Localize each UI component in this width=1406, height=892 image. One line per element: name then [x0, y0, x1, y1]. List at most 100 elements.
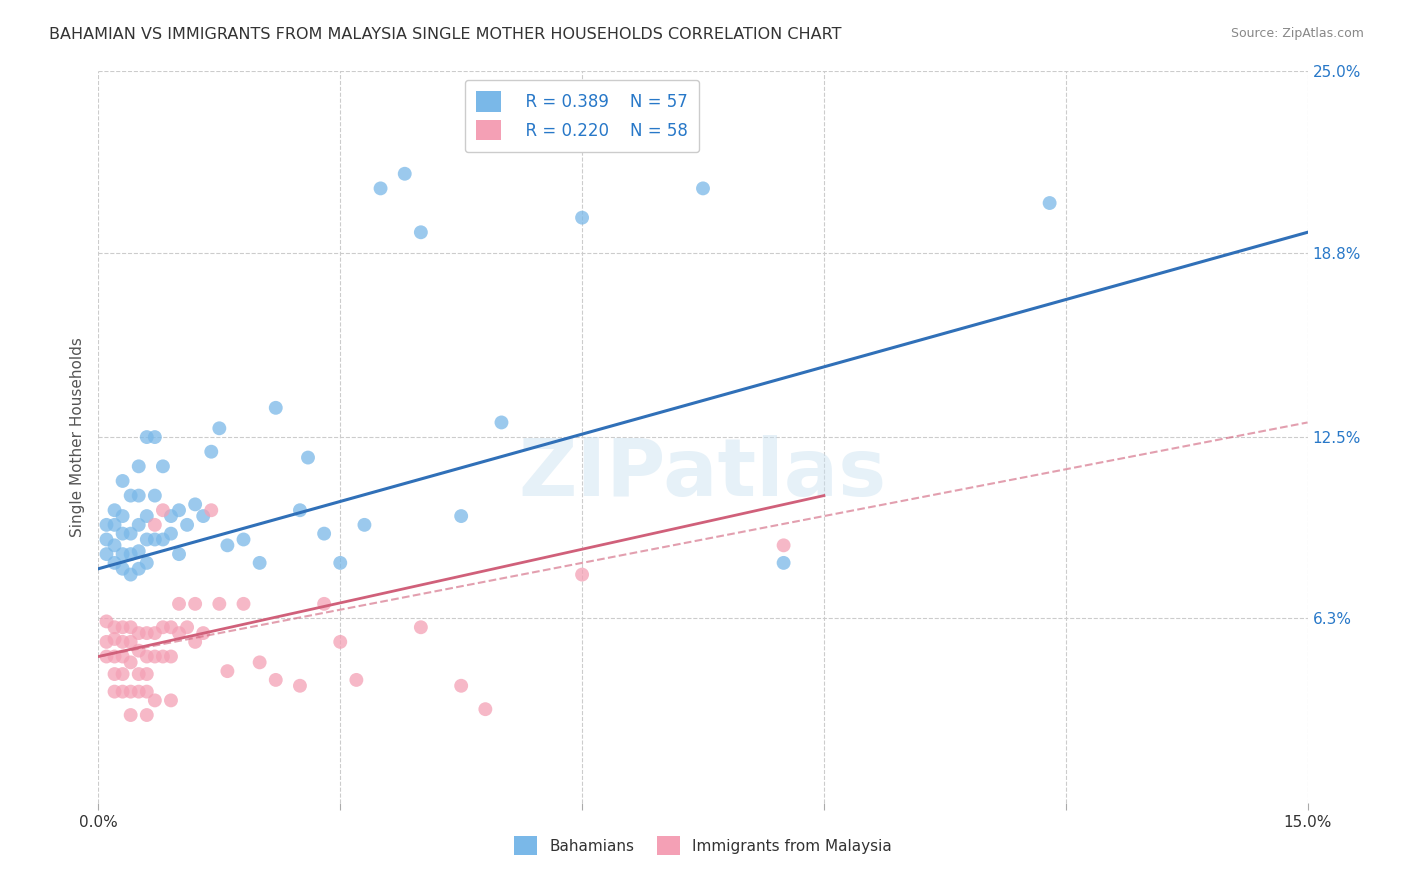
Point: [120, 489, 142, 503]
Point: [249, 656, 271, 670]
Point: [772, 556, 794, 570]
Point: [103, 632, 125, 646]
Point: [96, 547, 118, 561]
Point: [176, 620, 198, 634]
Legend: Bahamians, Immigrants from Malaysia: Bahamians, Immigrants from Malaysia: [508, 830, 898, 861]
Point: [135, 430, 157, 444]
Point: [103, 667, 125, 681]
Point: [128, 489, 150, 503]
Point: [111, 620, 134, 634]
Point: [135, 708, 157, 723]
Point: [143, 693, 166, 707]
Point: [103, 649, 125, 664]
Text: Source: ZipAtlas.com: Source: ZipAtlas.com: [1230, 27, 1364, 40]
Point: [103, 517, 125, 532]
Point: [152, 620, 174, 634]
Point: [135, 626, 157, 640]
Point: [450, 679, 472, 693]
Point: [491, 416, 513, 430]
Point: [200, 444, 222, 458]
Point: [135, 684, 157, 698]
Point: [143, 533, 166, 547]
Point: [571, 567, 593, 582]
Point: [120, 635, 142, 649]
Point: [96, 533, 118, 547]
Point: [143, 430, 166, 444]
Point: [143, 626, 166, 640]
Point: [135, 649, 157, 664]
Point: [128, 459, 150, 474]
Point: [135, 667, 157, 681]
Point: [152, 503, 174, 517]
Point: [160, 620, 183, 634]
Point: [103, 684, 125, 698]
Point: [208, 421, 231, 435]
Point: [120, 684, 142, 698]
Point: [208, 597, 231, 611]
Point: [314, 597, 336, 611]
Point: [217, 664, 239, 678]
Point: [120, 547, 142, 561]
Point: [329, 635, 352, 649]
Point: [249, 556, 271, 570]
Point: [152, 533, 174, 547]
Point: [409, 225, 432, 239]
Point: [184, 497, 207, 511]
Point: [111, 526, 134, 541]
Point: [96, 517, 118, 532]
Point: [96, 635, 118, 649]
Point: [120, 567, 142, 582]
Point: [128, 626, 150, 640]
Point: [96, 649, 118, 664]
Point: [264, 401, 287, 415]
Point: [193, 509, 215, 524]
Point: [264, 673, 287, 687]
Point: [120, 620, 142, 634]
Point: [232, 533, 254, 547]
Point: [394, 167, 416, 181]
Point: [111, 474, 134, 488]
Point: [167, 626, 190, 640]
Text: BAHAMIAN VS IMMIGRANTS FROM MALAYSIA SINGLE MOTHER HOUSEHOLDS CORRELATION CHART: BAHAMIAN VS IMMIGRANTS FROM MALAYSIA SIN…: [49, 27, 842, 42]
Point: [167, 503, 190, 517]
Y-axis label: Single Mother Households: Single Mother Households: [69, 337, 84, 537]
Point: [297, 450, 319, 465]
Point: [111, 635, 134, 649]
Point: [143, 649, 166, 664]
Point: [193, 626, 215, 640]
Point: [120, 526, 142, 541]
Point: [344, 673, 367, 687]
Point: [152, 459, 174, 474]
Point: [143, 489, 166, 503]
Point: [450, 509, 472, 524]
Point: [128, 643, 150, 657]
Point: [103, 556, 125, 570]
Point: [111, 509, 134, 524]
Point: [135, 533, 157, 547]
Point: [176, 517, 198, 532]
Point: [232, 597, 254, 611]
Point: [111, 649, 134, 664]
Point: [120, 708, 142, 723]
Point: [152, 649, 174, 664]
Point: [692, 181, 714, 195]
Point: [1039, 196, 1062, 211]
Point: [217, 538, 239, 552]
Point: [135, 556, 157, 570]
Point: [160, 526, 183, 541]
Point: [474, 702, 496, 716]
Point: [288, 503, 311, 517]
Point: [103, 503, 125, 517]
Point: [160, 693, 183, 707]
Point: [111, 684, 134, 698]
Text: ZIPatlas: ZIPatlas: [519, 434, 887, 513]
Point: [160, 509, 183, 524]
Point: [135, 509, 157, 524]
Point: [128, 517, 150, 532]
Point: [200, 503, 222, 517]
Point: [370, 181, 392, 195]
Point: [167, 597, 190, 611]
Point: [120, 656, 142, 670]
Point: [353, 517, 375, 532]
Point: [111, 547, 134, 561]
